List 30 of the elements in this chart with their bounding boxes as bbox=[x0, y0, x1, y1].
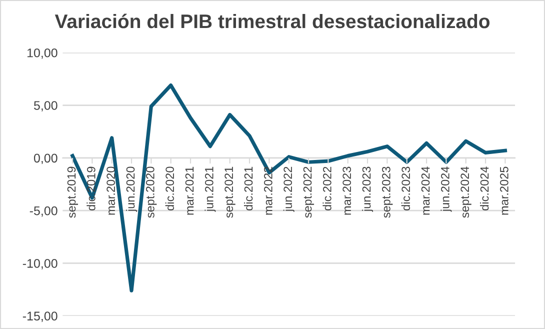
x-tick-label: sept.2019 bbox=[67, 166, 78, 218]
x-tick-label: sept.2021 bbox=[224, 166, 236, 218]
x-tick-label: mar.2020 bbox=[106, 166, 116, 215]
x-tick-label: jun.2024 bbox=[440, 166, 452, 212]
x-tick-label: sept.2024 bbox=[460, 166, 472, 218]
x-tick-label: sept.2022 bbox=[303, 166, 314, 218]
x-tick-label: jun.2022 bbox=[283, 166, 294, 212]
x-tick-label: sept.2020 bbox=[146, 166, 157, 218]
y-tick-label: 10,00 bbox=[27, 48, 58, 59]
y-tick-label: -10,00 bbox=[22, 259, 58, 270]
y-tick-label: 0,00 bbox=[34, 154, 58, 164]
x-tick-label: dic.2020 bbox=[165, 166, 174, 210]
x-tick-label: dic.2019 bbox=[86, 166, 96, 210]
x-tick-label: jun.2023 bbox=[362, 166, 374, 212]
x-tick-label: mar.2025 bbox=[500, 166, 508, 215]
x-tick-label: mar.2024 bbox=[421, 166, 430, 215]
x-tick-label: dic.2022 bbox=[322, 166, 332, 210]
x-tick-label: mar.2022 bbox=[264, 166, 272, 215]
x-tick-label: dic.2021 bbox=[244, 166, 253, 210]
y-tick-label: -5,00 bbox=[30, 206, 58, 217]
x-tick-label: jun.2020 bbox=[126, 166, 138, 212]
chart-title: Variación del PIB trimestral desestacionalizado bbox=[54, 14, 490, 28]
x-tick-label: dic.2024 bbox=[480, 166, 489, 210]
x-tick-label: dic.2023 bbox=[401, 166, 410, 210]
x-tick-label: mar.2023 bbox=[342, 166, 352, 215]
x-tick-label: mar.2021 bbox=[185, 166, 194, 215]
x-tick-label: jun.2021 bbox=[204, 166, 216, 212]
y-tick-label: 5,00 bbox=[34, 101, 58, 112]
y-tick-label: -15,00 bbox=[22, 312, 58, 322]
x-tick-label: sept.2023 bbox=[382, 166, 393, 218]
